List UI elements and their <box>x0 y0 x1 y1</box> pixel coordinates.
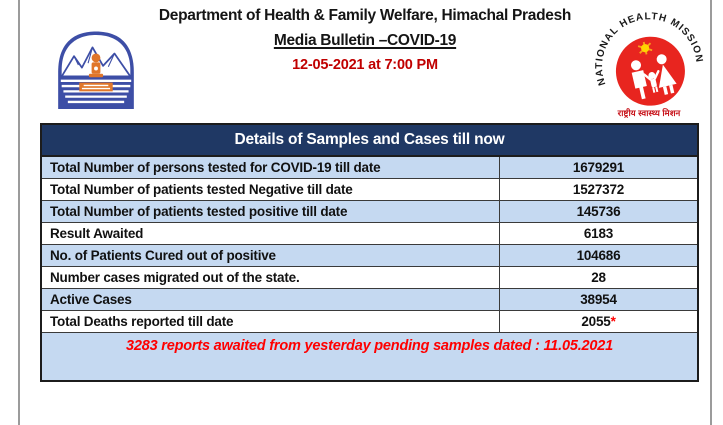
hp-emblem-logo <box>52 27 140 117</box>
row-value: 1527372 <box>500 179 697 200</box>
nhm-logo-icon: NATIONAL HEALTH MISSION <box>583 0 705 119</box>
department-title: Department of Health & Family Welfare, H… <box>158 7 572 24</box>
table-row: No. of Patients Cured out of positive 10… <box>42 245 697 267</box>
row-label: Total Number of persons tested for COVID… <box>42 157 500 178</box>
pending-samples-note: 3283 reports awaited from yesterday pend… <box>42 333 697 380</box>
row-value: 104686 <box>500 245 697 266</box>
table-row: Total Number of patients tested positive… <box>42 201 697 223</box>
table-row: Total Number of persons tested for COVID… <box>42 157 697 179</box>
row-label: Total Deaths reported till date <box>42 311 500 332</box>
row-value-text: 2055 <box>581 314 611 329</box>
row-value: 2055 * <box>500 311 697 332</box>
table-row: Total Number of patients tested Negative… <box>42 179 697 201</box>
bulletin-datetime: 12-05-2021 at 7:00 PM <box>292 57 438 74</box>
nhm-logo: NATIONAL HEALTH MISSION <box>583 0 708 124</box>
deaths-asterisk: * <box>610 314 616 329</box>
table-row: Total Deaths reported till date 2055 * <box>42 311 697 333</box>
samples-cases-table: Details of Samples and Cases till now To… <box>40 123 699 382</box>
row-value: 38954 <box>500 289 697 310</box>
row-value-text: 6183 <box>583 226 614 241</box>
row-label: Active Cases <box>42 289 500 310</box>
hp-emblem-icon <box>58 31 134 109</box>
row-label: No. of Patients Cured out of positive <box>42 245 500 266</box>
row-value-text: 28 <box>591 270 606 285</box>
row-label: Result Awaited <box>42 223 500 244</box>
row-value: 1679291 <box>500 157 697 178</box>
table-row: Result Awaited 6183 <box>42 223 697 245</box>
row-label: Total Number of patients tested positive… <box>42 201 500 222</box>
page-left-rule <box>18 0 20 425</box>
row-value-text: 104686 <box>576 248 621 263</box>
row-value-text: 38954 <box>580 292 617 307</box>
row-label: Number cases migrated out of the state. <box>42 267 500 288</box>
bulletin-header: Department of Health & Family Welfare, H… <box>132 6 598 73</box>
row-label: Total Number of patients tested Negative… <box>42 179 500 200</box>
bulletin-title: Media Bulletin –COVID-19 <box>273 32 457 50</box>
row-value-text: 145736 <box>576 204 621 219</box>
table-row: Number cases migrated out of the state. … <box>42 267 697 289</box>
table-row: Active Cases 38954 <box>42 289 697 311</box>
row-value-text: 1527372 <box>572 182 625 197</box>
page-right-rule <box>710 0 712 425</box>
row-value: 145736 <box>500 201 697 222</box>
row-value: 28 <box>500 267 697 288</box>
nhm-hindi-text: राष्ट्रीय स्वास्थ्य मिशन <box>617 108 682 119</box>
row-value: 6183 <box>500 223 697 244</box>
row-value-text: 1679291 <box>572 160 625 175</box>
table-title: Details of Samples and Cases till now <box>42 125 697 157</box>
